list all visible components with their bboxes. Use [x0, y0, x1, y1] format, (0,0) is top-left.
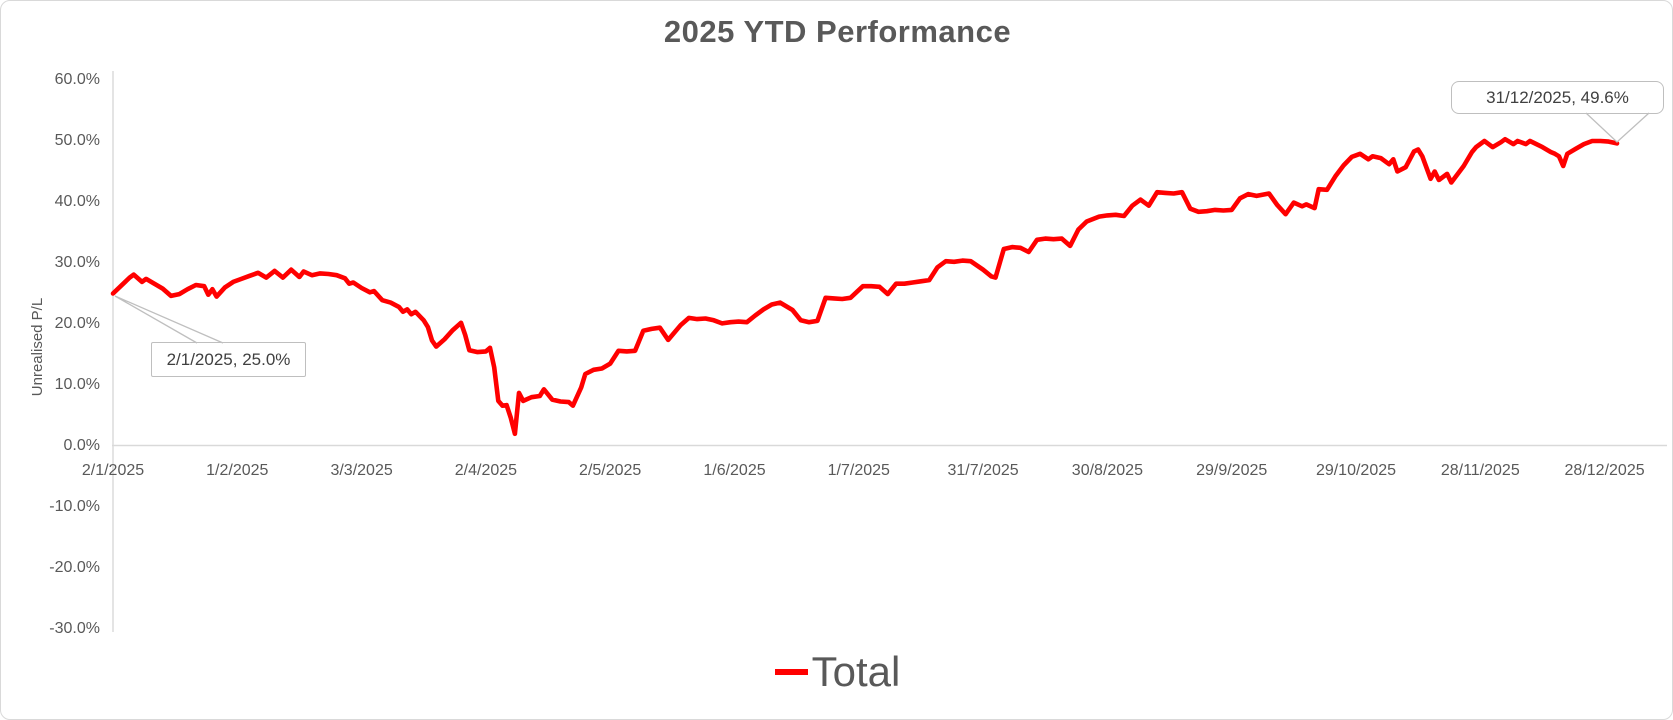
chart-title: 2025 YTD Performance	[663, 14, 1012, 49]
x-tick-label: 2/5/2025	[579, 462, 642, 479]
data-label-callout-last-point: 31/12/2025, 49.6%	[1451, 81, 1664, 114]
y-tick-label: 50.0%	[54, 132, 100, 149]
data-label-callout-last-text: 31/12/2025, 49.6%	[1486, 87, 1629, 107]
y-tick-label: -30.0%	[49, 620, 100, 637]
x-tick-label: 31/7/2025	[947, 462, 1019, 479]
x-tick-label: 30/8/2025	[1071, 462, 1143, 479]
x-tick-label: 29/9/2025	[1196, 462, 1268, 479]
x-tick-label: 29/10/2025	[1315, 462, 1397, 479]
y-tick-label: 0.0%	[63, 437, 100, 454]
y-tick-label: 30.0%	[54, 254, 100, 271]
x-tick-label: 1/2/2025	[206, 462, 269, 479]
x-tick-label: 1/7/2025	[827, 462, 890, 479]
y-tick-label: -10.0%	[49, 498, 100, 515]
x-tick-label: 2/1/2025	[81, 462, 145, 479]
y-tick-label: 60.0%	[54, 71, 100, 88]
x-tick-label: 1/6/2025	[703, 462, 766, 479]
x-tick-label: 2/4/2025	[454, 462, 518, 479]
legend-line-swatch	[774, 669, 808, 676]
y-tick-label: 20.0%	[54, 315, 100, 332]
y-tick-label: -20.0%	[49, 559, 100, 576]
data-label-callout-first-point: 2/1/2025, 25.0%	[151, 342, 306, 377]
legend: Total	[1, 648, 1672, 695]
legend-series-label: Total	[811, 648, 901, 695]
x-tick-label: 28/11/2025	[1440, 462, 1520, 479]
total-series-line	[110, 136, 1620, 437]
y-tick-label: 10.0%	[54, 376, 100, 393]
y-axis-title: Unrealised P/L	[29, 297, 46, 397]
y-tick-label: 40.0%	[54, 193, 100, 210]
data-label-callout-first-text: 2/1/2025, 25.0%	[166, 349, 291, 369]
x-tick-label: 28/12/2025	[1564, 462, 1645, 479]
x-tick-label: 3/3/2025	[330, 462, 393, 479]
